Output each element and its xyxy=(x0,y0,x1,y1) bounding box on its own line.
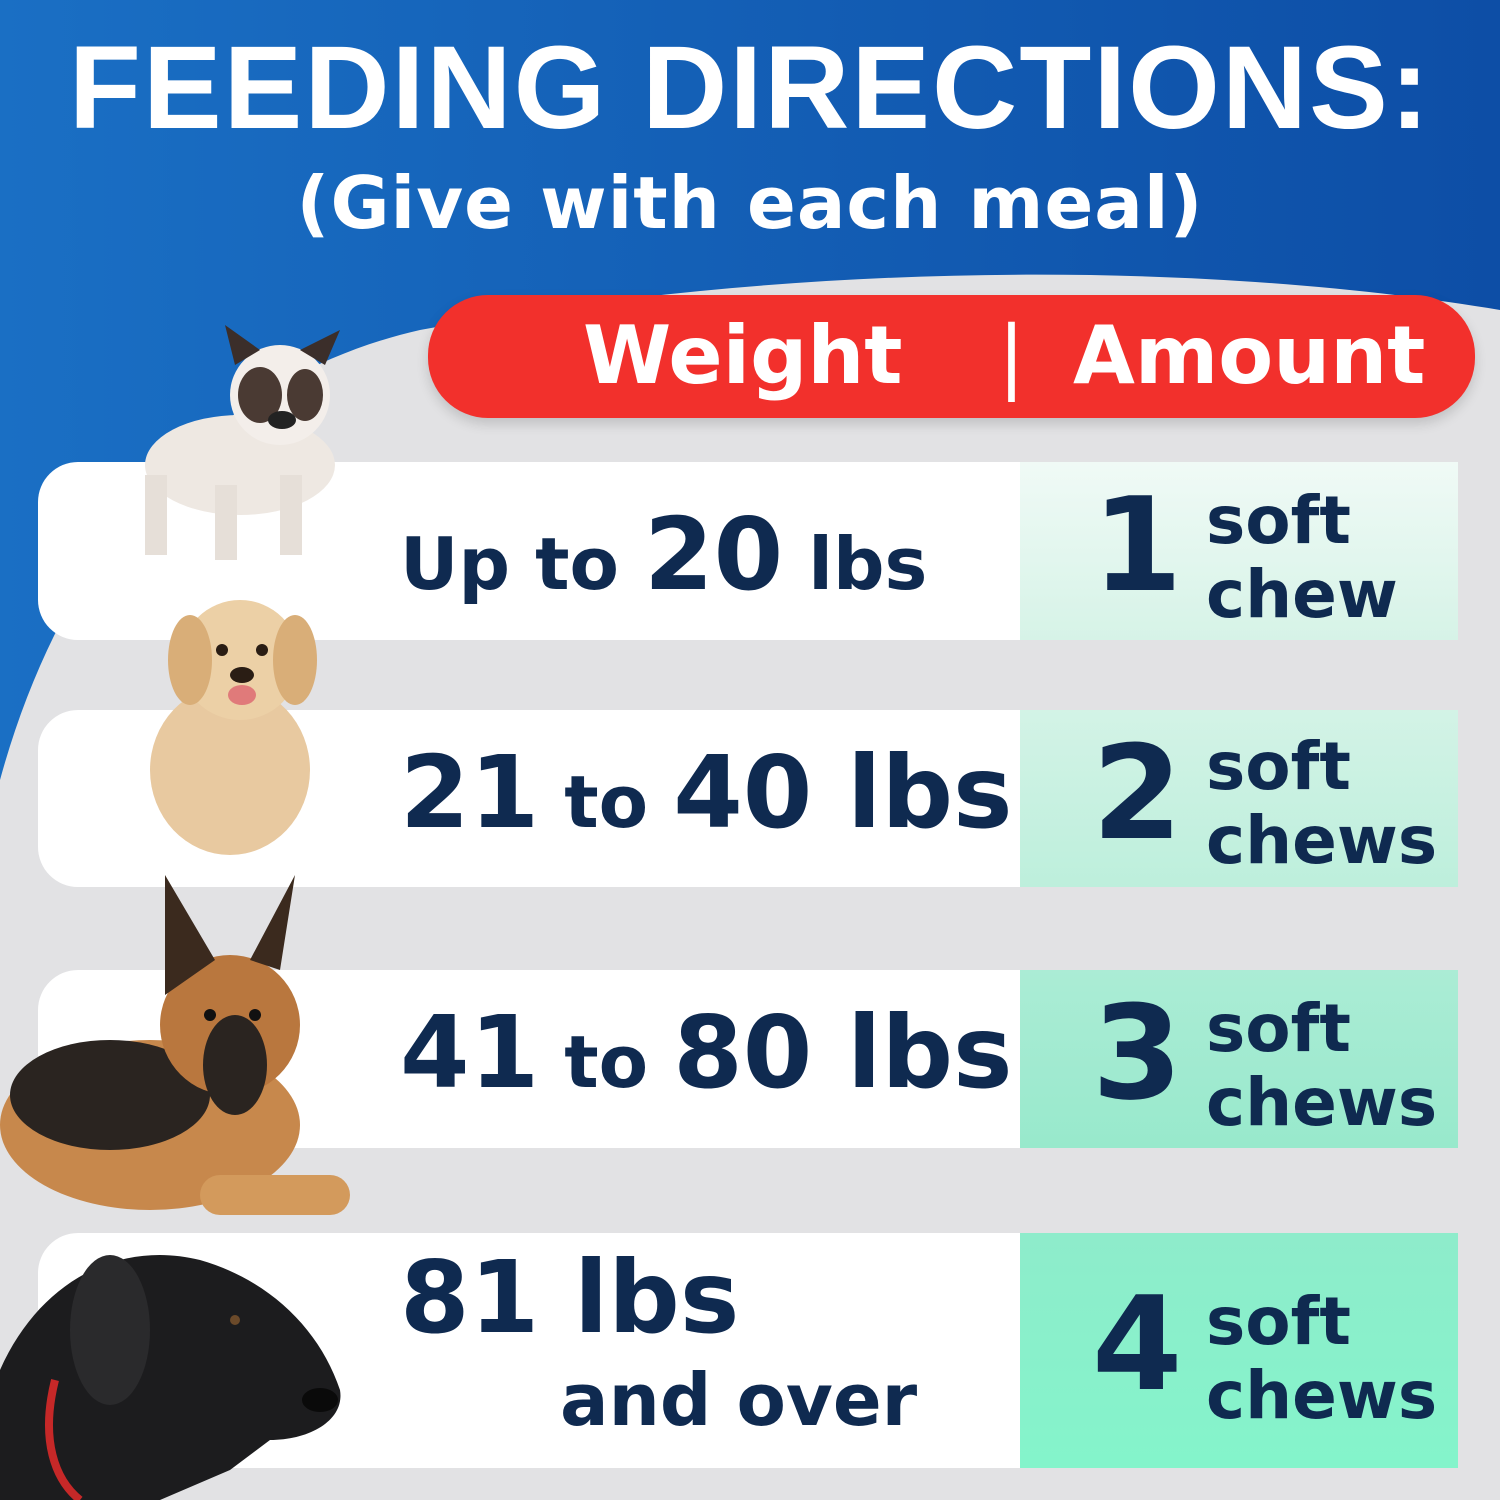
amount-number: 2 xyxy=(1092,717,1183,869)
weight-number: 20 xyxy=(644,496,784,613)
amount-number: 1 xyxy=(1092,469,1183,621)
page-title: FEEDING DIRECTIONS: xyxy=(68,22,1432,154)
table-row: Up to 20 lbs 1 soft chew xyxy=(38,462,1458,640)
amount-unit-1: soft xyxy=(1206,990,1351,1067)
weight-number: 81 xyxy=(400,1239,540,1356)
amount-unit-1: soft xyxy=(1206,482,1351,559)
table-header: Weight | Amount xyxy=(428,295,1475,418)
golden-retriever-puppy-image xyxy=(150,600,317,855)
weight-number: 80 lbs xyxy=(673,994,1013,1111)
header-amount: Amount xyxy=(1073,309,1426,402)
page-subtitle: (Give with each meal) xyxy=(296,161,1204,245)
german-shepherd-image xyxy=(0,875,350,1215)
weight-number: 41 xyxy=(400,994,540,1111)
amount-cell: 3 soft chews xyxy=(1020,970,1458,1148)
amount-cell: 1 soft chew xyxy=(1020,462,1458,640)
amount-cell: 4 soft chews xyxy=(1020,1233,1458,1468)
great-dane-image xyxy=(0,1254,341,1500)
weight-unit: lbs xyxy=(539,1239,740,1356)
amount-unit-2: chews xyxy=(1206,802,1438,879)
weight-text: and over xyxy=(560,1358,918,1442)
amount-unit-2: chews xyxy=(1206,1357,1438,1434)
weight-unit: lbs xyxy=(783,522,928,606)
amount-unit-1: soft xyxy=(1206,728,1351,805)
amount-unit-1: soft xyxy=(1206,1283,1351,1360)
weight-number: 40 lbs xyxy=(673,734,1013,851)
french-bulldog-image xyxy=(145,325,340,560)
amount-number: 3 xyxy=(1092,977,1183,1129)
header-divider: | xyxy=(998,309,1025,402)
weight-text: to xyxy=(539,760,674,844)
weight-number: 21 xyxy=(400,734,540,851)
amount-unit-2: chew xyxy=(1206,556,1398,633)
amount-cell: 2 soft chews xyxy=(1020,710,1458,887)
weight-text: Up to xyxy=(400,522,645,606)
amount-unit-2: chews xyxy=(1206,1064,1438,1141)
header-weight: Weight xyxy=(583,309,903,402)
amount-number: 4 xyxy=(1092,1268,1183,1420)
weight-text: to xyxy=(539,1020,674,1104)
